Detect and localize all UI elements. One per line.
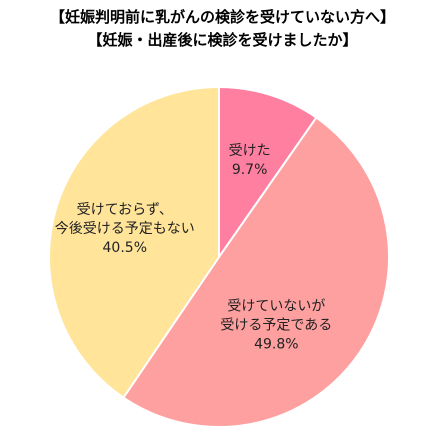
slice-label-2: 受けておらず、今後受ける予定もない 40.5%: [55, 202, 195, 256]
slice-value-label-0: 9.7%: [232, 162, 268, 178]
slice-value-label-1: 49.8%: [254, 336, 298, 352]
chart-title-line-1: 【妊娠判明前に乳がんの検診を受けていない方へ】: [49, 8, 395, 26]
slice-name-label-2-1: 今後受ける予定もない: [55, 221, 195, 237]
pie-slice-0: [218, 85, 318, 261]
pie-slice-2: [48, 85, 220, 399]
slice-name-label-0-0: 受けた: [229, 143, 271, 159]
slice-name-label-1-0: 受けていないが: [227, 298, 325, 314]
chart-title-line-2: 【妊娠・出産後に検診を受けましたか】: [87, 31, 358, 49]
slice-label-0: 受けた 9.7%: [229, 143, 271, 178]
slice-name-label-1-1: 受ける予定である: [220, 317, 332, 333]
pie-slice-1: [122, 116, 390, 428]
slice-value-label-2: 40.5%: [103, 240, 147, 256]
slice-name-label-2-0: 受けておらず、: [77, 202, 173, 218]
